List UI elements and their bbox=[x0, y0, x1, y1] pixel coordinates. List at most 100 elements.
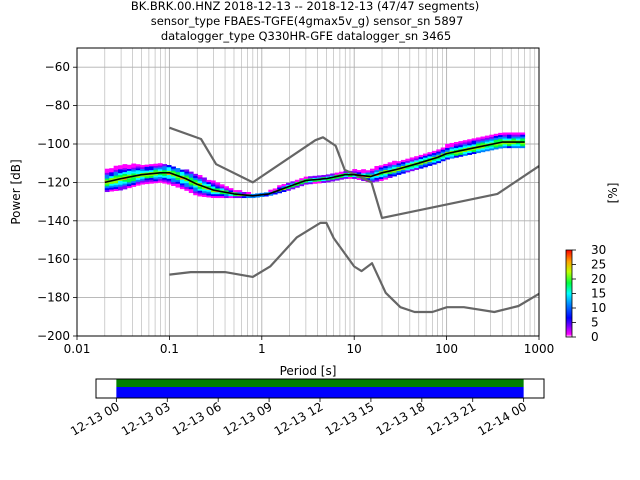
density-cell bbox=[449, 146, 455, 149]
density-cell bbox=[405, 162, 411, 165]
title-line-1: BK.BRK.00.HNZ 2018-12-13 -- 2018-12-13 (… bbox=[131, 0, 479, 13]
coverage-blue-bar bbox=[116, 387, 524, 398]
y-axis-ticks: −200 −180 −160 −140 −120 −100 −80 −60 bbox=[37, 60, 77, 343]
density-cell bbox=[409, 168, 415, 172]
density-cell bbox=[171, 170, 176, 173]
density-cell bbox=[445, 149, 450, 152]
density-cell bbox=[431, 160, 437, 163]
density-cell bbox=[197, 192, 203, 195]
density-cell bbox=[118, 186, 123, 189]
y-tick-label: −160 bbox=[37, 252, 70, 266]
density-cell bbox=[299, 183, 305, 187]
density-cell bbox=[193, 187, 199, 190]
density-cell bbox=[458, 143, 464, 146]
density-cell bbox=[188, 177, 194, 180]
x-tick-label: 0.01 bbox=[64, 342, 91, 356]
density-cell bbox=[365, 176, 371, 179]
density-cell bbox=[166, 166, 172, 170]
density-cell bbox=[206, 181, 212, 185]
x-tick-label: 1 bbox=[258, 342, 266, 356]
coverage-tick-label: 12-13 03 bbox=[119, 399, 173, 438]
density-cell bbox=[210, 180, 216, 183]
density-cell bbox=[493, 147, 499, 150]
density-cell bbox=[210, 190, 216, 193]
density-cell bbox=[387, 162, 393, 165]
density-cell bbox=[197, 194, 203, 197]
density-cell bbox=[409, 167, 415, 170]
density-cell bbox=[458, 141, 464, 144]
density-cell bbox=[484, 137, 490, 140]
density-cell bbox=[202, 194, 207, 197]
density-cell bbox=[316, 179, 322, 182]
density-cell bbox=[162, 165, 168, 169]
density-cell bbox=[179, 186, 185, 190]
density-cell bbox=[471, 138, 477, 141]
density-cell bbox=[489, 140, 495, 143]
density-cell bbox=[502, 132, 508, 135]
density-cell bbox=[210, 186, 216, 189]
density-cell bbox=[507, 140, 512, 143]
density-cell bbox=[144, 179, 150, 183]
density-cell bbox=[166, 176, 172, 179]
density-cell bbox=[409, 161, 415, 164]
density-cell bbox=[109, 181, 115, 184]
density-cell bbox=[294, 185, 300, 188]
density-cell bbox=[507, 144, 512, 147]
y-axis-label: Power [dB] bbox=[9, 159, 23, 224]
density-cell bbox=[445, 143, 450, 147]
density-cell bbox=[378, 172, 384, 176]
density-cell bbox=[286, 182, 291, 186]
density-cell bbox=[462, 144, 468, 147]
density-cell bbox=[122, 171, 128, 175]
density-cell bbox=[140, 174, 145, 177]
density-cell bbox=[325, 174, 331, 177]
density-cell bbox=[131, 169, 137, 172]
density-cell bbox=[122, 179, 128, 182]
density-cell bbox=[166, 178, 172, 181]
density-cell bbox=[113, 171, 119, 174]
density-cell bbox=[418, 158, 424, 161]
density-cell bbox=[118, 184, 123, 187]
density-cell bbox=[175, 169, 181, 173]
density-cell bbox=[462, 149, 468, 153]
density-cell bbox=[392, 162, 397, 165]
density-cell bbox=[445, 153, 450, 156]
density-cell bbox=[511, 140, 517, 143]
density-cell bbox=[440, 149, 446, 152]
density-cell bbox=[467, 150, 473, 154]
density-cell bbox=[476, 137, 481, 140]
density-cell bbox=[299, 178, 305, 181]
density-cell bbox=[135, 169, 141, 173]
density-cell bbox=[246, 195, 252, 199]
density-cell bbox=[286, 186, 291, 189]
density-cell bbox=[449, 144, 455, 148]
density-cell bbox=[400, 167, 406, 170]
colorbar-label: [%] bbox=[606, 183, 620, 204]
density-cell bbox=[202, 187, 207, 190]
density-cell bbox=[175, 171, 181, 175]
density-cell bbox=[369, 170, 375, 173]
density-cell bbox=[171, 166, 176, 169]
density-cell bbox=[383, 163, 389, 167]
density-cell bbox=[140, 165, 145, 168]
density-cell bbox=[453, 151, 459, 154]
density-cell bbox=[489, 134, 495, 137]
density-cell bbox=[396, 172, 402, 175]
density-cell bbox=[175, 177, 181, 180]
density-cell bbox=[312, 179, 318, 182]
density-cell bbox=[405, 170, 411, 173]
y-tick-label: −100 bbox=[37, 137, 70, 151]
colorbar-tick-label: 20 bbox=[591, 272, 606, 286]
density-cell bbox=[418, 156, 424, 160]
density-cell bbox=[515, 140, 521, 143]
density-cell bbox=[188, 186, 194, 190]
density-cell bbox=[414, 165, 420, 169]
density-cell bbox=[431, 150, 437, 154]
density-cell bbox=[387, 164, 393, 167]
density-cell bbox=[113, 181, 119, 184]
plot-frame bbox=[76, 47, 540, 337]
density-cell bbox=[197, 176, 203, 180]
density-cell bbox=[171, 181, 176, 185]
density-cell bbox=[122, 173, 128, 176]
density-cell bbox=[179, 175, 185, 178]
